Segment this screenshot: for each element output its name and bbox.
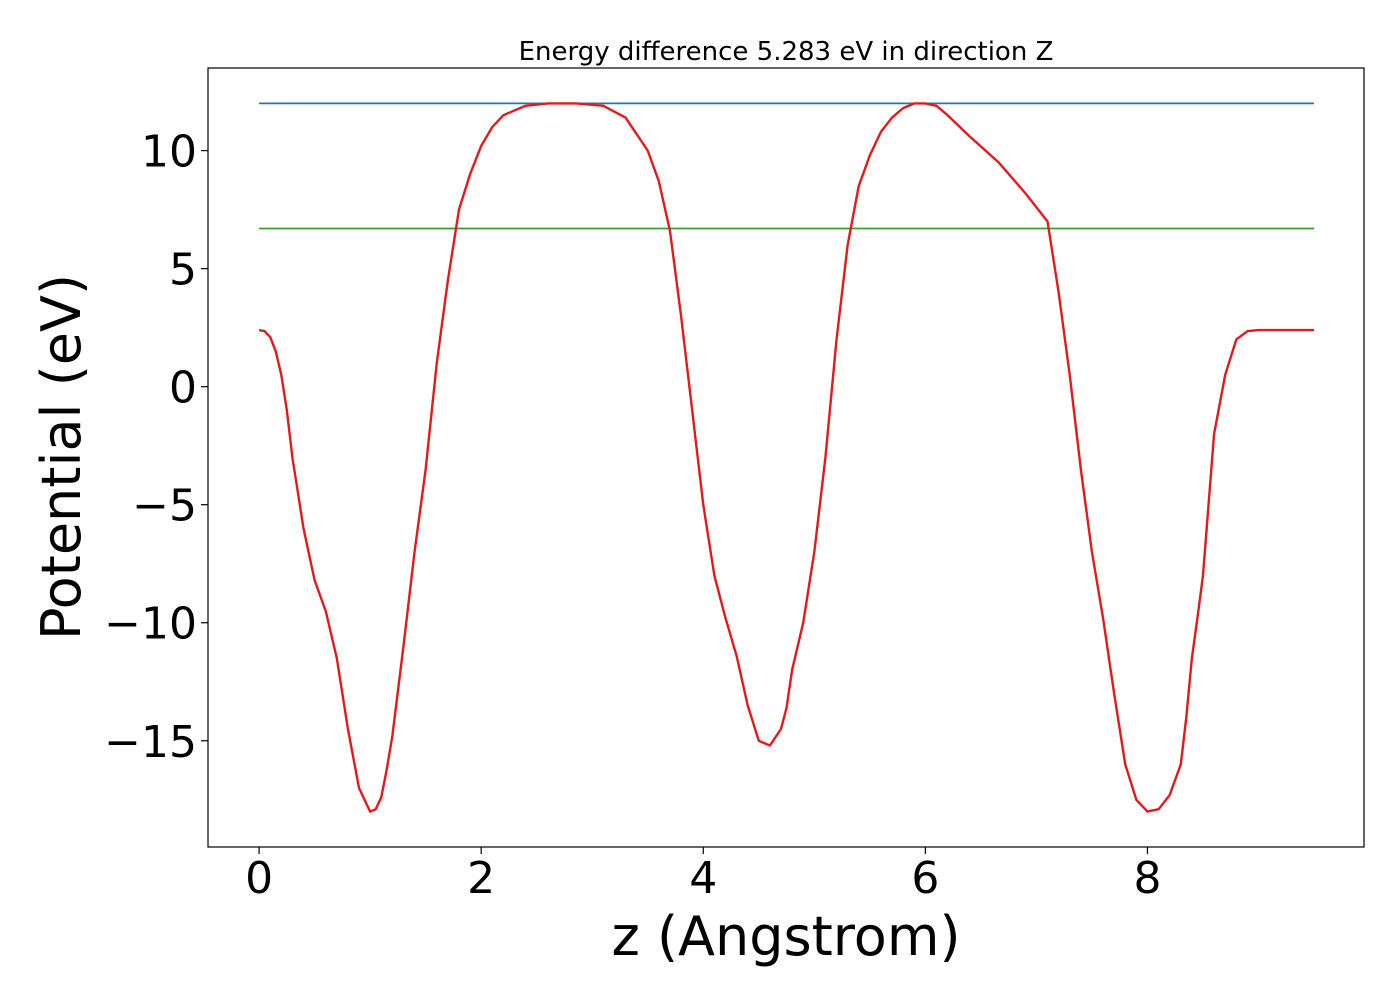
y-axis-label: Potential (eV) [30,274,93,640]
plot-area [258,102,1315,813]
y-tick-label: 5 [169,245,197,296]
x-tick-label: 2 [467,853,495,904]
y-tick-label: −5 [132,481,197,532]
y-tick-label: −15 [104,717,197,768]
chart-title: Energy difference 5.283 eV in direction … [519,37,1054,67]
y-tick-label: 10 [141,127,197,178]
x-tick-label: 6 [911,853,939,904]
y-tick-label: 0 [169,363,197,414]
y-tick-label: −10 [104,599,197,650]
x-tick-label: 8 [1133,853,1161,904]
x-tick-label: 0 [245,853,273,904]
y-axis-ticks: −15 −10 −5 0 5 10 [104,127,208,768]
x-axis-ticks: 0 2 4 6 8 [245,847,1161,904]
series-potential [258,102,1315,813]
plot-frame [207,67,1365,848]
x-tick-label: 4 [689,853,717,904]
x-axis-label: z (Angstrom) [611,905,960,968]
